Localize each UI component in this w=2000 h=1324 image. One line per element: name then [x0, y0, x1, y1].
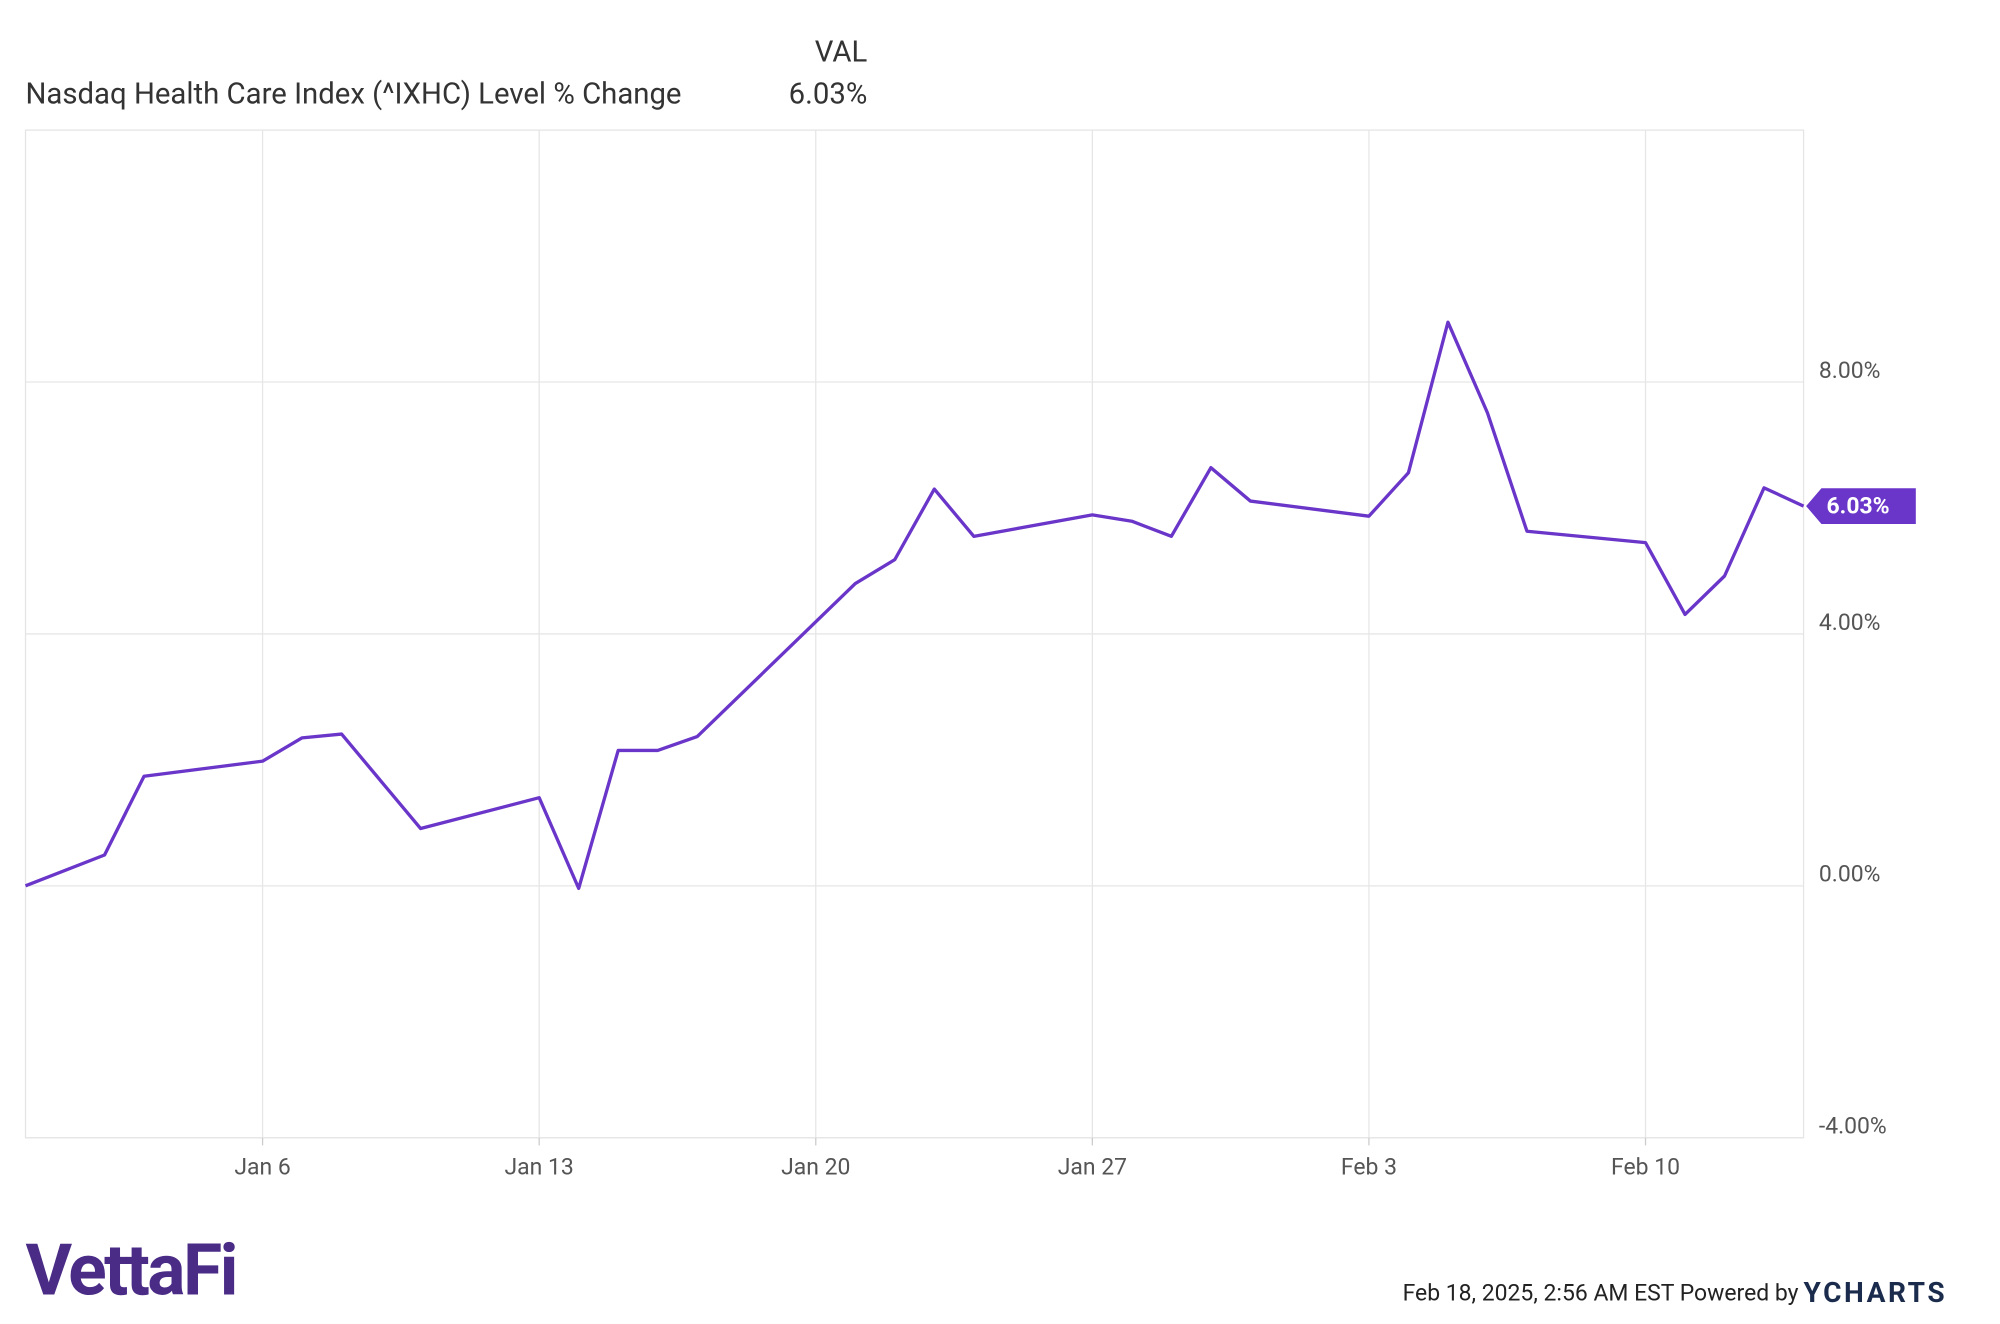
- x-tick-label: Feb 10: [1611, 1153, 1680, 1180]
- y-tick-label: 8.00%: [1819, 357, 1881, 384]
- brand: YCHARTS: [1804, 1276, 1948, 1309]
- x-tick-label: Jan 13: [505, 1153, 574, 1180]
- logo: VettaFi: [26, 1229, 236, 1312]
- x-tick-label: Feb 3: [1341, 1153, 1397, 1180]
- value-label: 6.03%: [1827, 492, 1890, 519]
- legend-header: VAL: [815, 35, 868, 69]
- y-tick-label: 4.00%: [1819, 609, 1881, 636]
- x-tick-label: Jan 20: [781, 1153, 850, 1180]
- series-line: [24, 320, 1805, 891]
- y-tick-label: 0.00%: [1819, 861, 1881, 888]
- y-tick-label: -4.00%: [1819, 1113, 1887, 1140]
- value-label-box: [1806, 488, 1916, 524]
- timestamp: Feb 18, 2025, 2:56 AM EST Powered by: [1403, 1280, 1799, 1307]
- x-tick-label: Jan 27: [1058, 1153, 1127, 1180]
- legend-series-name: Nasdaq Health Care Index (^IXHC) Level %…: [26, 77, 682, 111]
- x-tick-label: Jan 6: [234, 1153, 290, 1180]
- legend-value: 6.03%: [789, 77, 868, 111]
